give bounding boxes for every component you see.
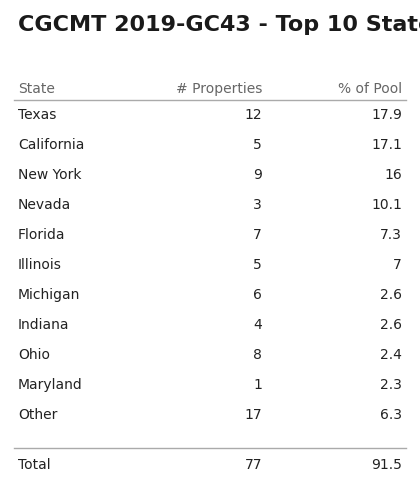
Text: CGCMT 2019-GC43 - Top 10 States: CGCMT 2019-GC43 - Top 10 States (18, 15, 420, 35)
Text: 7: 7 (393, 258, 402, 272)
Text: 6: 6 (253, 288, 262, 302)
Text: 5: 5 (253, 258, 262, 272)
Text: 7: 7 (253, 228, 262, 242)
Text: 77: 77 (244, 458, 262, 472)
Text: 9: 9 (253, 168, 262, 182)
Text: State: State (18, 82, 55, 96)
Text: Texas: Texas (18, 108, 56, 122)
Text: Maryland: Maryland (18, 378, 83, 392)
Text: 7.3: 7.3 (380, 228, 402, 242)
Text: 2.4: 2.4 (380, 348, 402, 362)
Text: 2.3: 2.3 (380, 378, 402, 392)
Text: New York: New York (18, 168, 81, 182)
Text: 3: 3 (253, 198, 262, 212)
Text: Illinois: Illinois (18, 258, 62, 272)
Text: 5: 5 (253, 138, 262, 152)
Text: 17.1: 17.1 (371, 138, 402, 152)
Text: Nevada: Nevada (18, 198, 71, 212)
Text: # Properties: # Properties (176, 82, 262, 96)
Text: 8: 8 (253, 348, 262, 362)
Text: 12: 12 (244, 108, 262, 122)
Text: 17.9: 17.9 (371, 108, 402, 122)
Text: 91.5: 91.5 (371, 458, 402, 472)
Text: Michigan: Michigan (18, 288, 80, 302)
Text: % of Pool: % of Pool (338, 82, 402, 96)
Text: 2.6: 2.6 (380, 288, 402, 302)
Text: Indiana: Indiana (18, 318, 69, 332)
Text: 4: 4 (253, 318, 262, 332)
Text: Other: Other (18, 408, 58, 422)
Text: 10.1: 10.1 (371, 198, 402, 212)
Text: Florida: Florida (18, 228, 66, 242)
Text: 17: 17 (244, 408, 262, 422)
Text: Ohio: Ohio (18, 348, 50, 362)
Text: Total: Total (18, 458, 51, 472)
Text: 6.3: 6.3 (380, 408, 402, 422)
Text: 2.6: 2.6 (380, 318, 402, 332)
Text: California: California (18, 138, 84, 152)
Text: 16: 16 (384, 168, 402, 182)
Text: 1: 1 (253, 378, 262, 392)
